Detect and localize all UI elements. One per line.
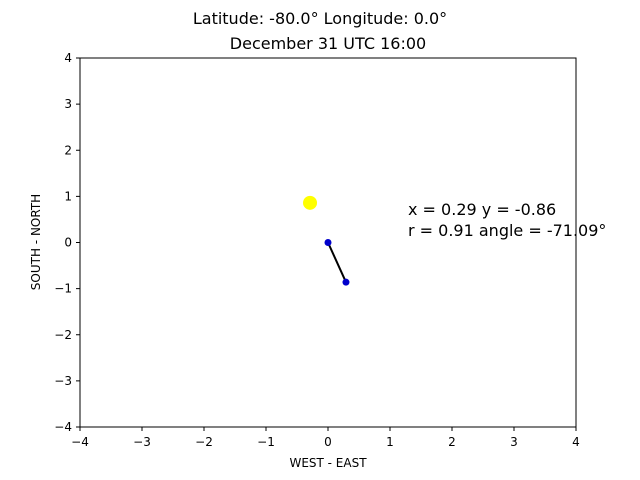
x-tick-label: −2 bbox=[195, 435, 213, 449]
y-tick-label: 1 bbox=[64, 189, 72, 203]
y-tick-label: 4 bbox=[64, 51, 72, 65]
y-tick-label: 3 bbox=[64, 97, 72, 111]
annotation-xy: x = 0.29 y = -0.86 bbox=[408, 200, 556, 219]
y-axis-label: SOUTH - NORTH bbox=[29, 194, 43, 290]
x-tick-label: 0 bbox=[324, 435, 332, 449]
x-tick-label: −3 bbox=[133, 435, 151, 449]
y-tick-label: −4 bbox=[54, 420, 72, 434]
x-tick-label: −1 bbox=[257, 435, 275, 449]
x-tick-label: 1 bbox=[386, 435, 394, 449]
vector-line bbox=[327, 242, 347, 283]
chart-marks bbox=[303, 195, 350, 286]
plot-frame bbox=[79, 57, 577, 428]
chart-title-line1: Latitude: -80.0° Longitude: 0.0° bbox=[193, 9, 447, 28]
vector-end-point bbox=[342, 278, 350, 286]
annotation-r-angle: r = 0.91 angle = -71.09° bbox=[408, 221, 606, 240]
axis-ticks: −4 −3 −2 −1 0 1 2 3 4 −4 −3 −2 −1 0 1 2 3 4 bbox=[54, 51, 580, 449]
chart-title-line2: December 31 UTC 16:00 bbox=[230, 34, 426, 53]
y-tick-label: −1 bbox=[54, 282, 72, 296]
y-tick-label: 0 bbox=[64, 236, 72, 250]
x-tick-label: 2 bbox=[448, 435, 456, 449]
origin-point bbox=[324, 239, 332, 246]
x-axis-label: WEST - EAST bbox=[289, 456, 367, 470]
x-tick-label: 3 bbox=[510, 435, 518, 449]
y-tick-label: −3 bbox=[54, 374, 72, 388]
x-tick-label: −4 bbox=[71, 435, 89, 449]
x-tick-label: 4 bbox=[572, 435, 580, 449]
sun-marker bbox=[303, 195, 318, 210]
y-tick-label: −2 bbox=[54, 328, 72, 342]
y-tick-label: 2 bbox=[64, 143, 72, 157]
